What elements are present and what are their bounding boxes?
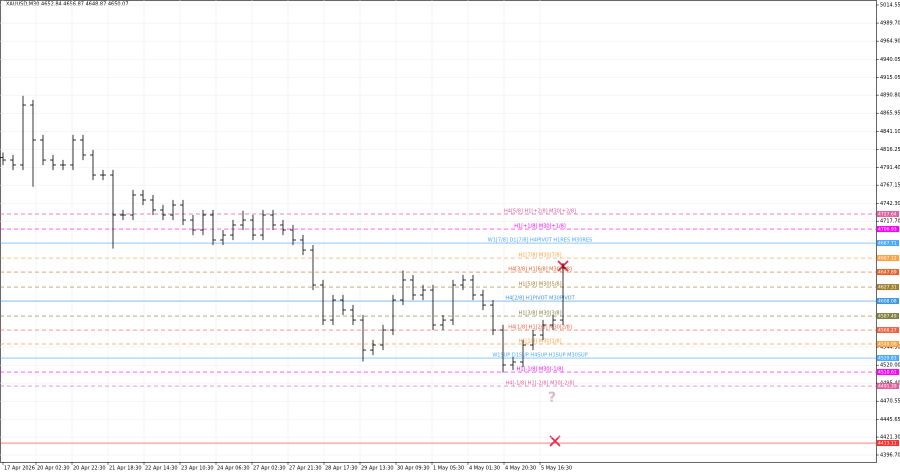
- x-tick-label: 27 Apr 02:30: [253, 466, 286, 472]
- level-label: H4[1/8] H1[2/8] M30[2/8]: [508, 325, 572, 331]
- x-tick-label: 24 Apr 06:30: [217, 466, 250, 472]
- level-label: H4[5/8] H1[+2/8] M30[+2/8]: [504, 208, 576, 214]
- level-label: H1[1/8] M30[1/8]: [518, 339, 561, 345]
- price-badge: [877, 226, 899, 233]
- x-tick-label: 17 Apr 2026: [4, 466, 35, 472]
- price-badge-label: 4413.11: [878, 441, 897, 447]
- level-label: H1[7/8] M30[7/8]: [518, 253, 561, 259]
- price-badge-label: 4491.39: [878, 384, 897, 390]
- question-marker: ?: [548, 390, 556, 406]
- level-label: W1SUP D1SUP H4SUP H1SUP M30SUP: [492, 353, 587, 359]
- level-label: H4[2/8] H1PIVOT M30PIVOT: [505, 296, 575, 302]
- x-tick-label: 30 Apr 09:30: [397, 466, 430, 472]
- y-tick-label: 4791.40: [880, 165, 900, 171]
- price-badge-label: 4608.08: [878, 299, 897, 305]
- x-tick-label: 28 Apr 17:30: [325, 466, 358, 472]
- y-tick-label: 4890.80: [880, 93, 900, 99]
- price-badge: [877, 383, 899, 390]
- price-badge-label: 4667.12: [878, 256, 897, 262]
- y-tick-label: 4989.70: [880, 21, 900, 27]
- price-badge: [877, 255, 899, 262]
- y-tick-label: 4470.55: [880, 399, 900, 405]
- y-tick-label: 5014.55: [880, 2, 900, 8]
- y-tick-label: 4841.10: [880, 129, 900, 135]
- price-badge-label: 4727.64: [878, 211, 897, 217]
- y-tick-label: 4421.30: [880, 435, 900, 441]
- price-badge-label: 4568.27: [878, 328, 897, 334]
- level-label: H1[+1/8] M30[+1/8]: [514, 224, 566, 230]
- price-badge: [877, 369, 899, 376]
- x-tick-label: 20 Apr 02:30: [37, 466, 70, 472]
- x-tick-label: 22 Apr 14:30: [145, 466, 178, 472]
- x-tick-label: 29 Apr 13:30: [361, 466, 394, 472]
- x-tick-label: 1 May 05:30: [433, 466, 464, 472]
- x-tick-label: 5 May 16:30: [541, 466, 572, 472]
- price-badge-label: 4647.89: [878, 270, 897, 276]
- level-label: H1[5/8] M30[5/8]: [518, 282, 561, 288]
- y-tick-label: 4396.70: [880, 453, 900, 459]
- y-tick-label: 4445.65: [880, 417, 900, 423]
- y-tick-label: 4964.90: [880, 39, 900, 45]
- price-badge: [877, 341, 899, 348]
- level-label: H4[3/8] H1[6/8] M30[6/8]: [508, 267, 572, 273]
- level-label: H1[-1/8] M30[-1/8]: [517, 367, 564, 373]
- chart-title: XAUUSD,M30 4652.84 4656.87 4648.87 4650.…: [6, 2, 129, 8]
- level-label: W1[7/8] D1[7/8] H4PIVOT H1RES M30RES: [488, 238, 592, 244]
- x-tick-label: 27 Apr 21:30: [289, 466, 322, 472]
- y-tick-label: 4915.05: [880, 75, 900, 81]
- x-tick-label: 4 May 01:30: [469, 466, 500, 472]
- plot-frame: [0, 0, 877, 463]
- price-badge: [877, 355, 899, 362]
- price-badge: [877, 269, 899, 276]
- y-tick-label: 4717.70: [880, 219, 900, 225]
- x-tick-label: 21 Apr 18:30: [109, 466, 142, 472]
- price-badge-label: 4510.61: [878, 370, 897, 376]
- y-tick-label: 4742.30: [880, 201, 900, 207]
- price-badge: [877, 440, 899, 447]
- price-badge: [877, 298, 899, 305]
- price-badge-label: 4627.31: [878, 285, 897, 291]
- x-tick-label: 23 Apr 10:30: [181, 466, 214, 472]
- price-badge-label: 4687.71: [878, 241, 897, 247]
- x-tick-label: 20 Apr 22:30: [73, 466, 106, 472]
- y-tick-label: 4940.05: [880, 57, 900, 63]
- price-badge: [877, 284, 899, 291]
- y-tick-label: 4544.90: [880, 345, 900, 351]
- price-badge: [877, 240, 899, 247]
- level-label: H4[-1/8] H1[-2/8] M30[-2/8]: [506, 381, 575, 387]
- level-label: H1[3/8] M30[3/8]: [518, 311, 561, 317]
- x-tick-label: 4 May 20:30: [505, 466, 536, 472]
- y-tick-label: 4767.15: [880, 183, 900, 189]
- y-tick-label: 4520.00: [880, 363, 900, 369]
- price-badge: [877, 327, 899, 334]
- price-badge: [877, 313, 899, 320]
- price-badge-label: 4587.49: [878, 314, 897, 320]
- y-tick-label: 4865.95: [880, 111, 900, 117]
- price-badge-label: 4706.93: [878, 227, 897, 233]
- y-tick-label: 4816.25: [880, 147, 900, 153]
- price-badge: [877, 210, 899, 217]
- price-badge-label: 4549.06: [878, 342, 897, 348]
- price-badge-label: 4529.83: [878, 356, 897, 362]
